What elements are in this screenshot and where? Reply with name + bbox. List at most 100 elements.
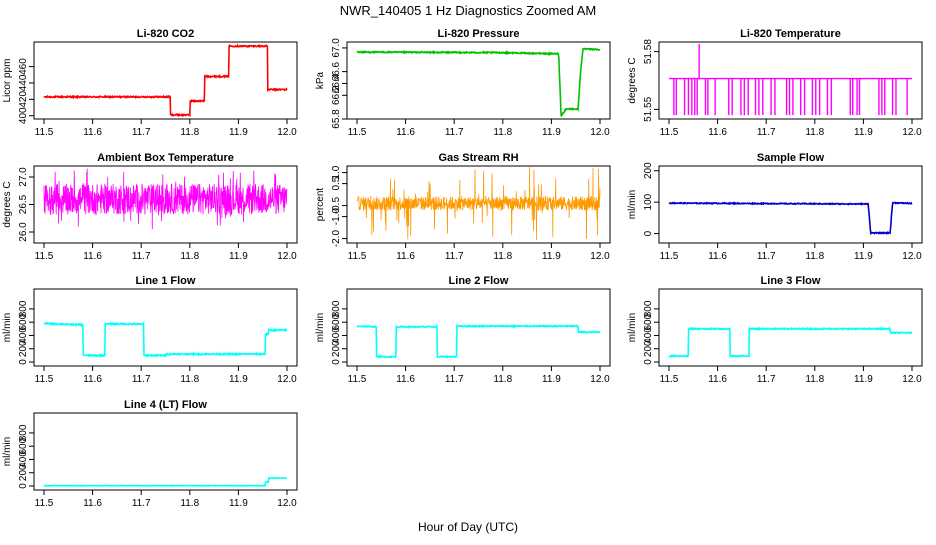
x-tick-label: 11.5 [35, 498, 54, 509]
plot-frame [658, 288, 923, 367]
x-tick-label: 11.5 [348, 374, 367, 385]
x-tick-label: 11.5 [348, 251, 367, 262]
figure-x-axis-label: Hour of Day (UTC) [418, 520, 518, 534]
y-axis-label: degrees C [2, 181, 13, 227]
x-tick-label: 11.9 [229, 498, 248, 509]
x-tick-label: 11.8 [493, 374, 512, 385]
panel-title: Li-820 CO2 [137, 28, 194, 40]
x-tick-label: 11.5 [348, 127, 367, 138]
y-tick-label: 400 [18, 451, 29, 468]
chart-panel: Li-820 Pressure 11.5 11.6 11.7 11.8 11.9 12.0 6… [315, 28, 611, 138]
y-tick-label: 460 [18, 58, 29, 75]
x-tick-label: 11.8 [805, 374, 824, 385]
panel-title: Line 3 Flow [761, 275, 821, 287]
x-tick-label: 11.6 [83, 374, 102, 385]
x-tick-label: 11.6 [708, 251, 727, 262]
series-line [43, 476, 288, 487]
y-tick-label: 0 [643, 230, 654, 236]
y-tick-label: 66.2 [331, 85, 342, 105]
panel-title: Line 2 Flow [449, 275, 509, 287]
x-tick-label: 11.8 [180, 374, 199, 385]
x-tick-label: 11.7 [445, 374, 464, 385]
x-tick-label: 11.5 [660, 374, 679, 385]
y-tick-label: 200 [18, 464, 29, 481]
panel-title: Sample Flow [757, 152, 825, 164]
y-tick-label: 800 [331, 300, 342, 317]
x-tick-label: 11.6 [708, 127, 727, 138]
x-tick-label: 11.9 [542, 251, 561, 262]
x-tick-label: 12.0 [902, 127, 922, 138]
y-tick-label: 200 [331, 340, 342, 357]
x-tick-label: 12.0 [590, 374, 610, 385]
y-axis-label: ml/min [2, 313, 13, 342]
y-tick-label: 26.0 [18, 222, 29, 242]
y-tick-label: 27.0 [18, 167, 29, 187]
x-tick-label: 11.6 [83, 127, 102, 138]
x-tick-label: 11.6 [83, 251, 102, 262]
x-tick-label: 12.0 [277, 498, 297, 509]
panel-title: Line 1 Flow [136, 275, 196, 287]
x-tick-label: 11.9 [542, 374, 561, 385]
y-tick-label: 1.0 [331, 165, 342, 179]
y-axis-label: ml/min [315, 313, 326, 342]
y-tick-label: -0.5 [331, 197, 342, 215]
y-tick-label: 200 [18, 340, 29, 357]
series-line [668, 201, 913, 236]
plot-frame [346, 41, 611, 120]
x-tick-label: 11.7 [757, 374, 776, 385]
chart-panel: Line 4 (LT) Flow 11.5 11.6 11.7 11.8 11.9 12.0… [2, 399, 298, 509]
series-line [356, 323, 601, 360]
y-tick-label: 0 [331, 359, 342, 365]
y-tick-label: 51.58 [643, 39, 654, 64]
x-tick-label: 11.7 [132, 374, 151, 385]
x-tick-label: 11.6 [396, 251, 415, 262]
x-tick-label: 11.6 [396, 127, 415, 138]
x-tick-label: 11.9 [229, 374, 248, 385]
y-tick-label: 400 [331, 327, 342, 344]
panel-title: Line 4 (LT) Flow [124, 399, 207, 411]
y-tick-label: 400 [18, 107, 29, 124]
x-tick-label: 11.8 [180, 127, 199, 138]
x-tick-label: 11.5 [660, 251, 679, 262]
x-tick-label: 11.5 [35, 251, 54, 262]
x-tick-label: 12.0 [277, 374, 297, 385]
y-tick-label: -2.0 [331, 230, 342, 248]
x-tick-label: 11.6 [708, 374, 727, 385]
x-tick-label: 11.7 [132, 251, 151, 262]
y-tick-label: 100 [643, 193, 654, 210]
panel-title: Li-820 Pressure [438, 28, 520, 40]
x-tick-label: 11.5 [35, 127, 54, 138]
x-tick-label: 11.6 [396, 374, 415, 385]
chart-panel: Li-820 Temperature 11.5 11.6 11.7 11.8 11.9 12… [627, 28, 923, 138]
y-tick-label: 66.4 [331, 73, 342, 93]
x-tick-label: 11.7 [445, 127, 464, 138]
x-tick-label: 11.9 [854, 374, 873, 385]
y-axis-label: ml/min [627, 190, 638, 219]
x-tick-label: 11.8 [493, 127, 512, 138]
panel-title: Gas Stream RH [438, 152, 518, 164]
y-tick-label: 600 [643, 313, 654, 330]
plot-frame [33, 412, 298, 491]
series-line [356, 166, 601, 240]
y-tick-label: 51.55 [643, 96, 654, 121]
x-tick-label: 12.0 [277, 127, 297, 138]
x-tick-label: 11.5 [660, 127, 679, 138]
y-tick-label: 0 [643, 359, 654, 365]
y-axis-label: degrees C [627, 57, 638, 103]
y-tick-label: 440 [18, 74, 29, 91]
plot-frame [346, 288, 611, 367]
y-axis-label: ml/min [2, 437, 13, 466]
chart-panel: Li-820 CO2 11.5 11.6 11.7 11.8 11.9 12.0 400420… [2, 28, 298, 138]
chart-panel: Sample Flow 11.5 11.6 11.7 11.8 11.9 12.0 0 100 2… [627, 152, 923, 262]
y-tick-label: 66.6 [331, 61, 342, 81]
y-tick-label: 0.5 [331, 176, 342, 190]
x-tick-label: 11.8 [805, 251, 824, 262]
x-tick-label: 11.8 [493, 251, 512, 262]
series-line [43, 43, 288, 118]
x-tick-label: 11.5 [35, 374, 54, 385]
y-tick-label: 0 [18, 483, 29, 489]
y-tick-label: 200 [643, 162, 654, 179]
y-tick-label: 420 [18, 91, 29, 108]
